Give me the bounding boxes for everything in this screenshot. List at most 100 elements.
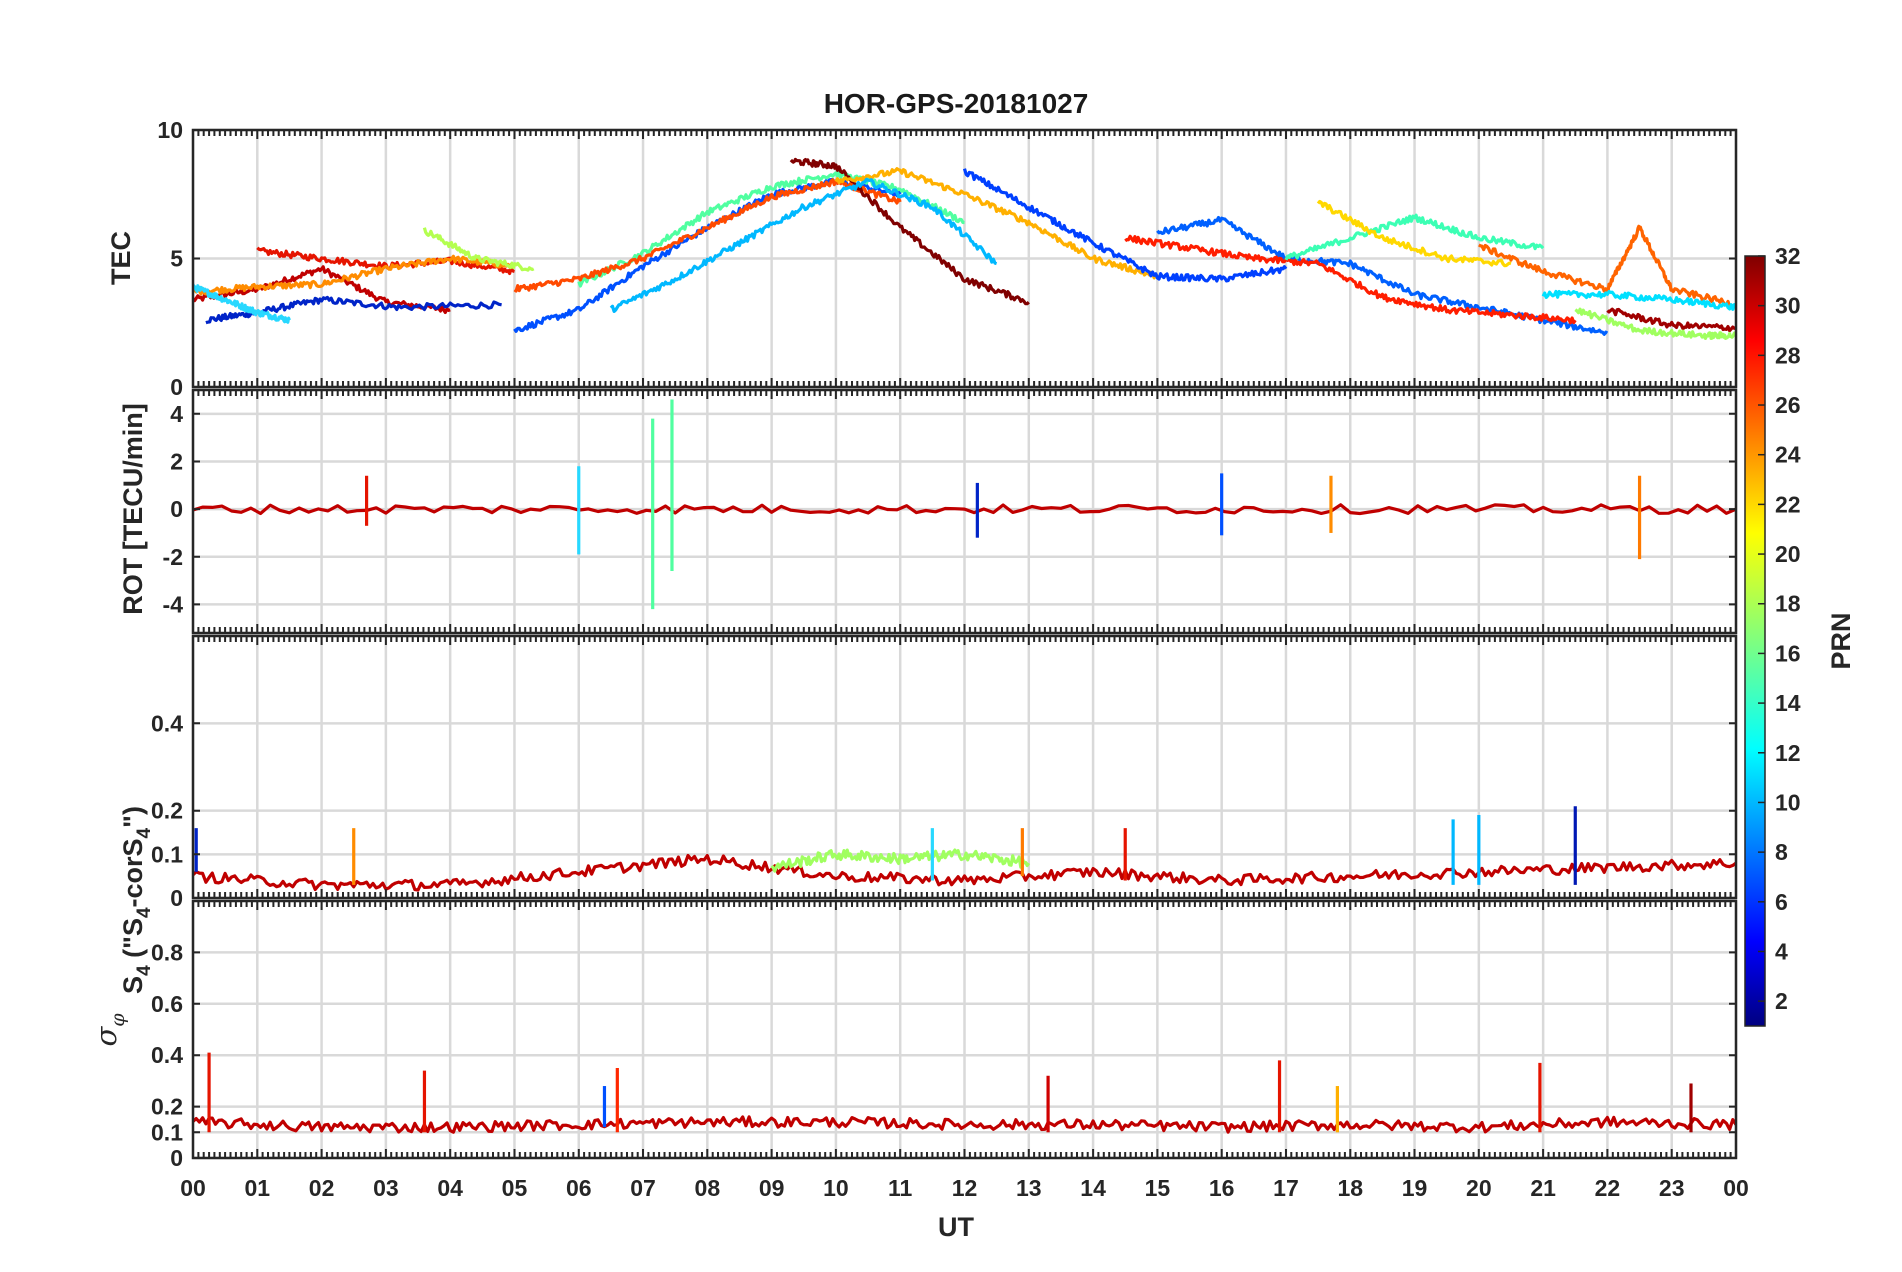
x-tick-label: 03 bbox=[373, 1175, 399, 1201]
panel-tec-series-prn-21 bbox=[1316, 199, 1512, 268]
panel-rot-data bbox=[193, 399, 1736, 610]
panel-rot-y-tick-label: 4 bbox=[170, 401, 183, 427]
panel-rot-y-tick-label: -4 bbox=[163, 591, 184, 617]
x-tick-label: 12 bbox=[952, 1175, 978, 1201]
x-tick-label: 14 bbox=[1080, 1175, 1106, 1201]
colorbar-tick-label: 20 bbox=[1775, 541, 1801, 567]
panel-tec-series-prn-25 bbox=[1478, 224, 1736, 308]
panel-tec-series-prn-28 bbox=[1124, 234, 1577, 325]
x-axis-label: UT bbox=[938, 1212, 974, 1242]
tec-y-axis-label: TEC bbox=[106, 231, 136, 285]
panel-rot-y-tick-label: 2 bbox=[170, 448, 183, 474]
colorbar-tick-label: 14 bbox=[1775, 690, 1801, 716]
panel-sigma-y-tick-label: 0 bbox=[170, 1145, 183, 1171]
x-tick-label: 17 bbox=[1273, 1175, 1299, 1201]
panel-tec-x-ticks bbox=[192, 130, 1737, 387]
panel-tec-series-prn-13 bbox=[193, 283, 291, 324]
colorbar-tick-label: 12 bbox=[1775, 740, 1801, 766]
panel-tec-series-prn-6 bbox=[962, 168, 1288, 283]
panel-sigma-y-tick-label: 0.4 bbox=[151, 1042, 183, 1068]
panel-rot-x-ticks bbox=[192, 390, 1737, 633]
x-tick-label: 07 bbox=[630, 1175, 656, 1201]
panel-sigma-x-ticks bbox=[192, 901, 1737, 1158]
colorbar-tick-label: 18 bbox=[1775, 591, 1801, 617]
x-tick-label: 22 bbox=[1595, 1175, 1621, 1201]
x-tick-label: 02 bbox=[309, 1175, 335, 1201]
colorbar-tick-label: 30 bbox=[1775, 293, 1801, 319]
colorbar-tick-label: 2 bbox=[1775, 988, 1788, 1014]
panel-tec-series-prn-15 bbox=[1284, 213, 1545, 261]
colorbar-tick-label: 10 bbox=[1775, 789, 1801, 815]
panel-sigma-y-tick-label: 0.6 bbox=[151, 991, 183, 1017]
x-tick-label: 18 bbox=[1337, 1175, 1363, 1201]
panel-tec-series-prn-18 bbox=[1574, 307, 1736, 340]
x-tick-label: 13 bbox=[1016, 1175, 1042, 1201]
panel-sigma-y-tick-label: 0.1 bbox=[151, 1119, 183, 1145]
panel-tec-series-prn-12 bbox=[609, 177, 998, 313]
x-tick-label: 20 bbox=[1466, 1175, 1492, 1201]
colorbar-tick-label: 28 bbox=[1775, 342, 1801, 368]
x-tick-label: 23 bbox=[1659, 1175, 1685, 1201]
colorbar-tick-label: 16 bbox=[1775, 640, 1801, 666]
x-tick-label: 15 bbox=[1145, 1175, 1171, 1201]
panel-s4-series-prn-18 bbox=[770, 848, 1031, 873]
rot-y-axis-label: ROT [TECU/min] bbox=[118, 403, 148, 614]
x-tick-label: 11 bbox=[888, 1175, 913, 1201]
colorbar bbox=[1744, 255, 1766, 1027]
panel-tec-y-ticks bbox=[193, 129, 1736, 388]
colorbar-tick-label: 24 bbox=[1775, 442, 1801, 468]
panel-tec-series-prn-31 bbox=[1606, 307, 1736, 333]
panel-tec-series-prn-19 bbox=[422, 227, 535, 272]
colorbar-tick-label: 6 bbox=[1775, 889, 1788, 915]
colorbar-tick-label: 32 bbox=[1775, 243, 1801, 269]
panel-rot-y-tick-label: 0 bbox=[170, 496, 183, 522]
panel-s4-y-tick-label: 0.4 bbox=[151, 710, 183, 736]
colorbar-tick-label: 4 bbox=[1775, 938, 1788, 964]
x-tick-label: 21 bbox=[1530, 1175, 1556, 1201]
panel-s4-x-ticks bbox=[192, 636, 1737, 898]
panel-sigma-y-tick-label: 0.8 bbox=[151, 939, 183, 965]
panel-s4-y-tick-label: 0.2 bbox=[151, 798, 183, 824]
x-tick-label: 00 bbox=[1723, 1175, 1749, 1201]
colorbar-label: PRN bbox=[1826, 612, 1856, 669]
panel-rot-series-prn-30 bbox=[193, 503, 1736, 516]
x-tick-label: 06 bbox=[566, 1175, 592, 1201]
panel-s4-data bbox=[193, 806, 1736, 892]
x-tick-label: 16 bbox=[1209, 1175, 1235, 1201]
panel-rot: -4 -2 0 2 4 bbox=[163, 388, 1738, 635]
chart-title: HOR-GPS-20181027 bbox=[824, 88, 1089, 119]
colorbar-tick-label: 26 bbox=[1775, 392, 1801, 418]
panel-tec-y-tick-label: 5 bbox=[170, 246, 183, 272]
panel-tec-y-tick-label: 0 bbox=[170, 374, 183, 400]
colorbar-tick-label: 22 bbox=[1775, 491, 1801, 517]
panel-tec-series-prn-3 bbox=[205, 295, 502, 325]
x-tick-label: 04 bbox=[437, 1175, 463, 1201]
panel-tec: 0 5 10 bbox=[157, 117, 1738, 400]
panel-tec-y-tick-label: 10 bbox=[157, 117, 183, 143]
x-tick-labels: 00 01 02 03 04 05 06 07 08 09 10 11 12 13 14 15 16 17 18 19… bbox=[180, 1175, 1749, 1201]
s4-y-axis-label: S4 ("S4-corS4") bbox=[118, 806, 155, 994]
panel-rot-y-ticks bbox=[193, 412, 1736, 606]
x-tick-label: 19 bbox=[1402, 1175, 1428, 1201]
colorbar-tick-label: 8 bbox=[1775, 839, 1788, 865]
x-tick-label: 00 bbox=[180, 1175, 206, 1201]
panel-tec-series-prn-23 bbox=[193, 254, 516, 296]
x-tick-label: 10 bbox=[823, 1175, 849, 1201]
x-tick-label: 09 bbox=[759, 1175, 785, 1201]
panel-sigma-y-ticks bbox=[193, 951, 1736, 1159]
panel-sigma-y-tick-label: 0.2 bbox=[151, 1094, 183, 1120]
panel-s4-y-tick-label: 0.1 bbox=[151, 841, 183, 867]
panel-sigma-data bbox=[193, 1052, 1736, 1134]
panel-rot-y-tick-label: -2 bbox=[163, 544, 183, 570]
panel-tec-series-prn-16 bbox=[577, 170, 965, 288]
panel-tec-series-prn-32 bbox=[789, 157, 1030, 306]
sigma-phi-y-axis-label: σφ bbox=[89, 1013, 129, 1047]
x-tick-label: 01 bbox=[244, 1175, 270, 1201]
panel-s4: 0 0.1 0.2 0.4 bbox=[151, 634, 1738, 911]
panel-tec-series-prn-11 bbox=[1541, 289, 1736, 311]
panel-tec-series-prn-22 bbox=[834, 167, 1159, 280]
panel-tec-series-prn-27 bbox=[256, 246, 515, 276]
